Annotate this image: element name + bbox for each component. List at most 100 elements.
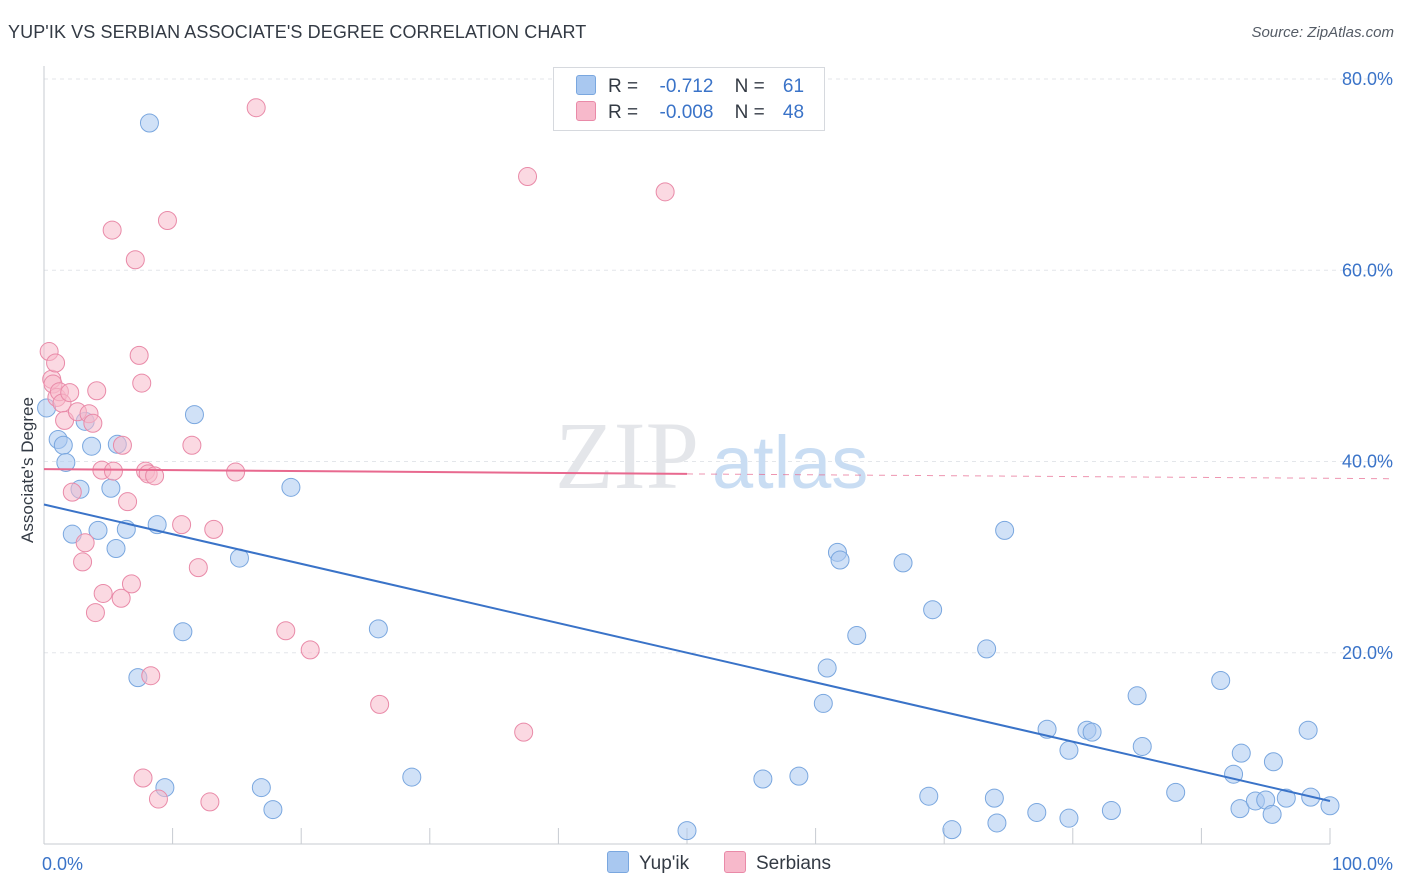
data-point	[200, 792, 220, 812]
data-point	[1127, 686, 1147, 706]
chart-source: Source: ZipAtlas.com	[1251, 24, 1394, 41]
data-point	[103, 461, 123, 481]
y-tick-label: 80.0%	[1342, 69, 1393, 89]
data-point	[188, 558, 208, 578]
chart-title: YUP'IK VS SERBIAN ASSOCIATE'S DEGREE COR…	[8, 22, 587, 42]
data-point	[226, 462, 246, 482]
data-point	[93, 583, 113, 603]
data-point	[1320, 796, 1340, 816]
data-point	[85, 603, 105, 623]
legend-row-serbians: R = -0.008 N = 48	[576, 101, 804, 127]
y-axis-label: Associate's Degree	[18, 397, 37, 543]
trend-lines	[43, 468, 1393, 802]
data-point	[73, 552, 93, 572]
data-point	[263, 800, 283, 820]
data-point	[1059, 740, 1079, 760]
data-point	[753, 769, 773, 789]
data-point	[402, 767, 422, 787]
data-point	[893, 553, 913, 573]
data-point	[1230, 799, 1250, 819]
data-point	[1082, 722, 1102, 742]
data-point	[172, 515, 192, 535]
y-tick-label: 40.0%	[1342, 452, 1393, 472]
data-point	[102, 220, 122, 240]
data-point	[112, 435, 132, 455]
series-label-yupik: Yup'ik	[639, 853, 690, 874]
data-point	[1262, 804, 1282, 824]
y-axis-label-wrap: Associate's Degree	[16, 300, 40, 640]
legend-r-value: -0.008	[659, 102, 714, 123]
legend-n-value: 61	[782, 76, 805, 97]
data-point	[125, 250, 145, 270]
data-point	[111, 588, 131, 608]
series-label-serbians: Serbians	[756, 853, 831, 874]
trend-line-yupik	[43, 503, 1331, 802]
legend-r-label: R =	[608, 76, 639, 97]
data-point	[87, 381, 107, 401]
data-point	[157, 211, 177, 231]
data-point	[173, 622, 193, 642]
data-point	[132, 373, 152, 393]
data-point	[813, 693, 833, 713]
data-point	[987, 813, 1007, 833]
data-point	[204, 519, 224, 539]
series-serbians-points	[39, 98, 675, 812]
data-points	[37, 98, 1340, 841]
data-point	[276, 621, 296, 641]
watermark-zip: ZIP	[555, 402, 699, 509]
data-point	[83, 413, 103, 433]
legend-r-label: R =	[608, 102, 639, 123]
data-point	[1263, 752, 1283, 772]
data-point	[148, 789, 168, 809]
series-swatch-yupik	[607, 851, 629, 873]
data-point	[300, 640, 320, 660]
legend-row-yupik: R = -0.712 N = 61	[576, 75, 804, 101]
grid-lines	[44, 78, 1392, 654]
data-point	[830, 550, 850, 570]
watermark: ZIP atlas	[555, 402, 868, 509]
data-point	[984, 788, 1004, 808]
watermark-atlas: atlas	[712, 421, 868, 504]
series-legend-yupik[interactable]: Yup'ik	[607, 851, 689, 875]
data-point	[106, 539, 126, 559]
legend-n-label: N =	[734, 102, 765, 123]
series-legend-serbians[interactable]: Serbians	[724, 851, 831, 875]
data-point	[677, 821, 697, 841]
data-point	[281, 477, 301, 497]
data-point	[118, 492, 138, 512]
data-point	[789, 766, 809, 786]
data-point	[88, 520, 108, 540]
series-legend: Yup'ik Serbians	[0, 851, 1406, 879]
data-point	[251, 778, 271, 798]
data-point	[923, 600, 943, 620]
data-point	[141, 666, 161, 686]
data-point	[82, 436, 102, 456]
data-point	[655, 182, 675, 202]
data-point	[145, 466, 165, 486]
legend-swatch-serbians	[576, 101, 596, 121]
data-point	[919, 786, 939, 806]
y-tick-label: 60.0%	[1342, 260, 1393, 280]
data-point	[817, 658, 837, 678]
legend-n-value: 48	[782, 102, 805, 123]
x-tick-label: 0.0%	[42, 854, 83, 874]
data-point	[129, 345, 149, 365]
data-point	[184, 405, 204, 425]
data-point	[101, 478, 121, 498]
x-tick-label: 100.0%	[1332, 854, 1393, 874]
data-point	[368, 619, 388, 639]
data-point	[370, 694, 390, 714]
data-point	[514, 722, 534, 742]
data-point	[995, 520, 1015, 540]
data-point	[121, 574, 141, 594]
data-point	[1166, 782, 1186, 802]
data-point	[977, 639, 997, 659]
axes	[43, 66, 1331, 845]
data-point	[847, 626, 867, 646]
trend-line-serbians-extension	[686, 473, 1393, 480]
data-point	[60, 383, 80, 403]
legend-swatch-yupik	[576, 75, 596, 95]
data-point	[1211, 670, 1231, 690]
y-tick-label: 20.0%	[1342, 643, 1393, 663]
data-point	[518, 167, 538, 187]
